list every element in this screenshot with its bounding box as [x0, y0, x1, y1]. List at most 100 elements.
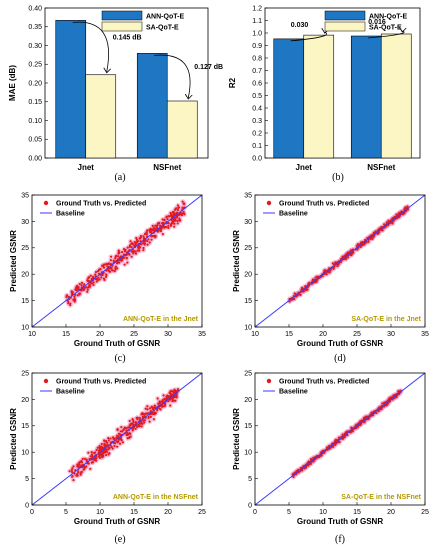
scatter-point	[161, 218, 164, 221]
scatter-point	[341, 437, 344, 440]
scatter-point	[163, 404, 167, 407]
scatter-point	[126, 261, 129, 264]
x-tick-label: 15	[62, 331, 70, 338]
scatter-point	[144, 407, 147, 410]
scatter-point	[101, 273, 104, 277]
y-tick-label: 0	[25, 502, 29, 509]
y-tick-label: 10	[244, 324, 252, 331]
inset-title: SA-QoT-E in the Jnet	[351, 316, 421, 323]
scatter-point	[82, 468, 85, 471]
scatter-point	[138, 237, 141, 240]
y-tick-label: 30	[21, 219, 29, 226]
x-tick-label: 5	[64, 509, 68, 516]
legend-label: Ground Truth vs. Predicted	[279, 201, 369, 208]
x-tick-label: 25	[130, 331, 138, 338]
y-tick-label: 25	[21, 245, 29, 252]
scatter-point	[80, 281, 84, 284]
scatter-point	[117, 438, 120, 441]
scatter-point	[110, 445, 113, 449]
scatter-point	[115, 436, 118, 440]
difference-arrow	[290, 31, 327, 42]
legend-swatch	[101, 10, 143, 21]
scatter-point	[119, 437, 123, 441]
scatter-point	[118, 251, 121, 254]
scatter-point	[170, 222, 174, 225]
x-tick-label: 10	[251, 331, 259, 338]
scatter-point	[95, 457, 98, 460]
scatter-point	[401, 213, 405, 216]
scatter-point	[314, 276, 317, 279]
scatter-point	[292, 475, 295, 479]
scatter-point	[161, 405, 164, 408]
y-axis-title: Predicted GSNR	[232, 408, 241, 470]
y-tick-label: 20	[21, 397, 29, 404]
scatter-point	[143, 232, 147, 236]
scatter-point	[174, 218, 177, 221]
scatter-point	[143, 421, 146, 424]
y-tick-label: 0.05	[28, 137, 42, 144]
scatter-point	[172, 391, 175, 394]
bar-ann	[55, 20, 87, 159]
scatter-point	[375, 411, 378, 415]
scatter-point	[111, 269, 114, 272]
x-tick-label: 0	[253, 509, 257, 516]
scatter-point	[303, 467, 306, 470]
scatter-point	[137, 424, 140, 428]
scatter-point	[128, 419, 131, 423]
scatter-point	[309, 458, 313, 461]
scatter-point	[149, 415, 152, 419]
scatter-point	[80, 284, 83, 287]
scatter-point	[147, 238, 150, 241]
scatter-point	[136, 249, 139, 252]
scatter-point	[83, 465, 86, 468]
scatter-point	[148, 241, 151, 244]
bar-sa	[166, 100, 198, 159]
legend-point-marker	[43, 200, 49, 206]
scatter-point	[153, 227, 156, 230]
scatter-point	[355, 244, 358, 247]
y-axis-title: Predicted GSNR	[9, 230, 18, 292]
scatter-point	[91, 460, 94, 464]
scatter-point	[91, 275, 95, 278]
scatter-point	[169, 224, 172, 227]
scatter-point	[163, 397, 167, 401]
scatter-point	[87, 462, 90, 465]
scatter-point	[109, 266, 112, 269]
y-tick-label: 0.25	[28, 62, 42, 69]
x-tick-label: 20	[319, 331, 327, 338]
difference-arrow-head	[103, 67, 112, 74]
scatter-point	[355, 426, 358, 429]
scatter-point	[176, 222, 179, 225]
scatter-point	[162, 222, 165, 225]
scatter-point	[169, 390, 172, 393]
scatter-point	[140, 425, 143, 428]
scatter-point	[328, 444, 331, 447]
legend-label: Ground Truth vs. Predicted	[56, 201, 146, 208]
scatter-point	[158, 400, 161, 403]
legend-swatch	[324, 10, 366, 21]
scatter-point	[132, 421, 135, 424]
legend-label: Baseline	[279, 389, 308, 396]
legend-label: SA-QoT-E	[146, 25, 179, 32]
scatter-point	[381, 229, 384, 232]
scatter-point	[116, 261, 120, 264]
legend-label: ANN-QoT-E	[146, 14, 184, 21]
scatter-point	[108, 270, 112, 273]
scatter-point	[167, 226, 170, 230]
scatter-point	[323, 269, 327, 272]
scatter-point	[108, 452, 111, 455]
scatter-point	[391, 222, 394, 225]
scatter-point	[141, 242, 145, 245]
scatter-point	[146, 405, 149, 408]
scatter-point	[178, 217, 181, 220]
y-tick-label: 0.0	[252, 155, 262, 162]
y-axis-title: R2	[228, 77, 237, 88]
scatter-point	[83, 457, 87, 460]
scatter-point	[113, 444, 116, 448]
scatter-point	[339, 260, 342, 264]
scatter-point	[123, 263, 126, 266]
scatter-point	[347, 256, 350, 259]
x-tick-label: 25	[421, 509, 429, 516]
difference-label: 0.127 dB	[194, 64, 223, 71]
scatter-point	[127, 432, 130, 435]
